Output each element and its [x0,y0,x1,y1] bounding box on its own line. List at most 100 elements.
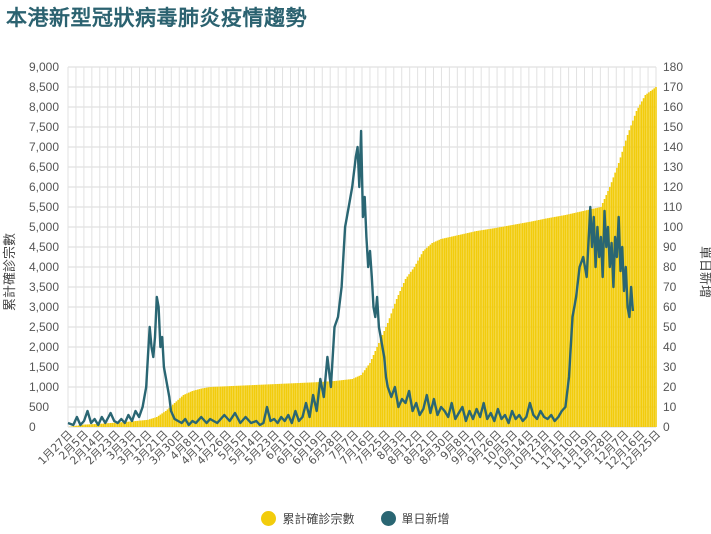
cumulative-bar [189,391,192,427]
legend-item-daily[interactable]: 單日新增 [380,510,450,527]
cumulative-bar [408,274,410,427]
cumulative-bar [347,379,350,427]
cumulative-bar [616,167,618,428]
cumulative-bar [431,243,433,427]
right-tick-label: 50 [663,320,677,334]
right-tick-label: 150 [663,120,683,134]
cumulative-bar [193,390,195,427]
cumulative-bar [276,383,279,427]
cumulative-bar [287,383,290,427]
cumulative-bar [164,411,167,427]
cumulative-bar [115,422,117,427]
cumulative-bar [434,241,437,427]
cumulative-bar [479,230,481,427]
cumulative-bar [539,219,542,427]
cumulative-bar [360,375,362,427]
cumulative-bar [442,238,444,427]
cumulative-bar [450,236,453,427]
cumulative-bar [211,386,213,427]
cumulative-bar [157,415,160,427]
cumulative-bar [534,220,537,427]
cumulative-bar [278,383,281,427]
cumulative-bar [367,365,370,427]
cumulative-bar [644,95,647,427]
left-tick-label: 4,000 [29,260,59,274]
cumulative-bar [237,385,240,427]
cumulative-bar [363,370,366,427]
cumulative-bar [273,384,275,427]
cumulative-bar [550,217,552,427]
cumulative-bar [536,220,538,427]
cumulative-bar [354,377,357,427]
cumulative-bar [303,382,306,427]
left-tick-label: 4,500 [29,240,59,254]
cumulative-bar [147,419,149,427]
cumulative-bar [308,382,311,427]
cumulative-bar [346,379,348,427]
cumulative-bar [489,228,492,427]
cumulative-bar [195,390,197,427]
cumulative-bar [445,237,448,427]
cumulative-bar [600,207,602,427]
left-tick-label: 3,500 [29,280,59,294]
cumulative-bar [502,226,505,427]
cumulative-bar [331,381,334,427]
cumulative-bar [392,308,394,427]
left-tick-label: 6,500 [29,160,59,174]
cumulative-bar [491,228,494,427]
cumulative-bar [125,421,128,427]
right-tick-label: 60 [663,300,677,314]
cumulative-bar [200,388,203,427]
cumulative-bar [543,218,545,427]
cumulative-bar [500,226,503,427]
cumulative-bar [537,220,540,427]
cumulative-bar [468,232,471,427]
cumulative-bar [253,385,256,427]
cumulative-bar [390,313,393,427]
cumulative-bar [640,101,643,428]
daily-new-line [67,129,635,427]
cumulative-bar [402,283,405,427]
cumulative-bar [386,323,389,427]
cumulative-bar [86,424,89,427]
cumulative-bar [102,423,105,427]
left-axis-title: 累計確診宗數 [2,233,18,311]
cumulative-bar [95,423,98,427]
cumulative-bar [207,387,210,427]
cumulative-bar [225,386,227,427]
cumulative-bar [459,234,462,427]
cumulative-bar [472,231,474,427]
right-axis-title: 單日新增 [697,246,711,298]
cumulative-bar [218,386,220,427]
cumulative-bar [257,384,259,427]
cumulative-bar [495,227,497,427]
cumulative-bar [113,422,115,427]
cumulative-bar [163,412,165,427]
cumulative-bar [323,381,325,427]
cumulative-bar [221,386,224,427]
cumulative-bar [404,279,407,427]
x-axis-ticks: 1月27日2月5日2月14日2月23日3月3日3月12日3月21日3月30日4月… [36,428,664,473]
legend-swatch-daily [380,511,396,526]
cumulative-bar [138,420,140,427]
cumulative-bar [406,276,409,427]
cumulative-bar [212,386,215,427]
cumulative-bar [552,217,554,427]
cumulative-bar [131,421,133,427]
cumulative-bar [504,226,506,427]
cumulative-bar [569,213,572,427]
right-tick-label: 80 [663,260,677,274]
cumulative-bar [246,385,249,427]
cumulative-bar [106,423,108,427]
right-tick-label: 40 [663,340,677,354]
cumulative-bar [228,386,231,427]
cumulative-bar [577,212,579,427]
legend-item-cumulative[interactable]: 累計確診宗數 [261,510,355,527]
cumulative-bar [632,120,634,427]
left-tick-label: 2,500 [29,320,59,334]
cumulative-bar [633,115,636,428]
cumulative-bar [127,421,130,427]
cumulative-bar [422,251,425,427]
cumulative-bar [420,254,423,427]
